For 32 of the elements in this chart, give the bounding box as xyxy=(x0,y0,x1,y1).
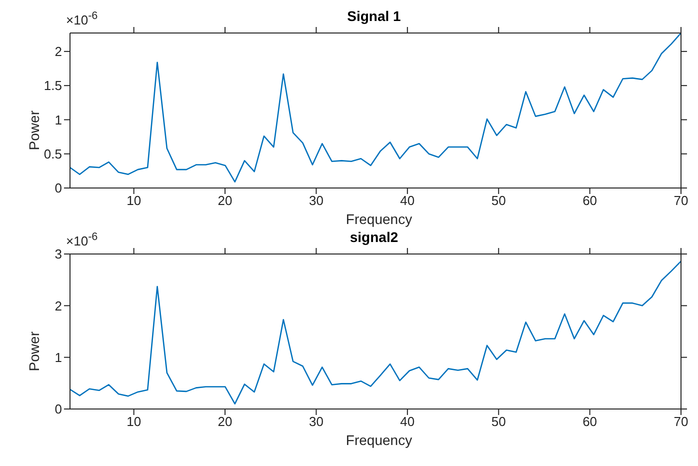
x-tick-label: 20 xyxy=(218,414,232,430)
x-tick-label: 50 xyxy=(491,414,506,430)
x-tick-label: 40 xyxy=(400,414,415,430)
y-tick-label: 0 xyxy=(54,180,62,196)
chart-title: Signal 1 xyxy=(347,8,401,24)
y-tick-label: 1.5 xyxy=(44,78,62,94)
text: ×10$^{-6}$ xyxy=(66,10,98,28)
y-tick-label: 2 xyxy=(54,298,62,314)
y-axis-title: Power xyxy=(26,110,42,150)
y-tick-label: 2 xyxy=(54,44,62,60)
x-tick-label: 40 xyxy=(400,193,415,208)
y-axis-title: Power xyxy=(26,331,42,372)
text: ×10$^{-6}$ xyxy=(66,231,98,248)
x-axis-title: Frequency xyxy=(344,210,414,229)
x-tick-label: 30 xyxy=(308,193,324,208)
x-axis-title: Frequency xyxy=(344,431,414,450)
x-tick-label: 50 xyxy=(491,193,506,208)
x-tick-label: 10 xyxy=(126,193,142,208)
x-tick-label: 70 xyxy=(674,193,688,208)
x-tick-label: 70 xyxy=(674,414,688,430)
x-tick-label: 10 xyxy=(126,414,142,430)
y-tick-label: 1 xyxy=(54,112,62,128)
x-tick-label: 60 xyxy=(582,414,598,430)
y-tick-label: 1 xyxy=(54,350,62,365)
chart-title: signal2 xyxy=(350,229,398,245)
y-tick-label: 0 xyxy=(54,402,62,417)
x-tick-label: 60 xyxy=(582,193,598,208)
line-series xyxy=(70,260,681,404)
x-tick-label: 20 xyxy=(218,193,232,208)
y-tick-label: 0.5 xyxy=(44,146,62,162)
y-tick-label: 3 xyxy=(54,246,62,262)
x-tick-label: 30 xyxy=(308,414,324,430)
